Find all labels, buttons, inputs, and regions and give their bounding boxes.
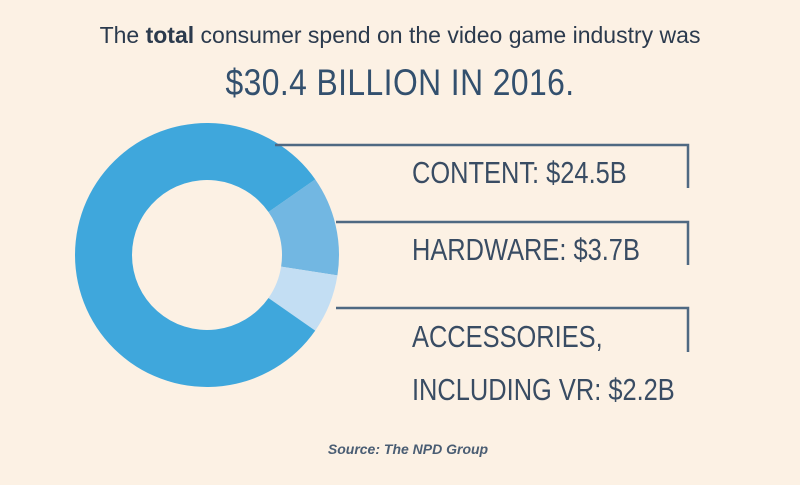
headline-post: consumer spend on the video game industr… [200, 22, 701, 48]
connector-accessories [336, 306, 690, 352]
connector-hardware [336, 220, 690, 265]
label-content: CONTENT: $24.5B [412, 155, 627, 190]
headline-total: $30.4 BILLION IN 2016. [225, 62, 575, 103]
headline-pre: The [99, 22, 140, 48]
headline-sentence: The total consumer spend on the video ga… [0, 22, 800, 49]
slice-content [74, 123, 316, 388]
slice-accessories [268, 266, 338, 331]
label-accessories-line1: ACCESSORIES, [412, 319, 603, 354]
connector-lines [275, 143, 690, 352]
label-accessories-line2: INCLUDING VR: $2.2B [412, 372, 675, 407]
label-hardware: HARDWARE: $3.7B [412, 232, 640, 267]
headline-bold-word: total [145, 22, 195, 48]
donut-slices [74, 123, 339, 388]
source-note: Source: The NPD Group [327, 441, 489, 457]
connector-content [275, 143, 690, 188]
slice-hardware [268, 179, 339, 276]
